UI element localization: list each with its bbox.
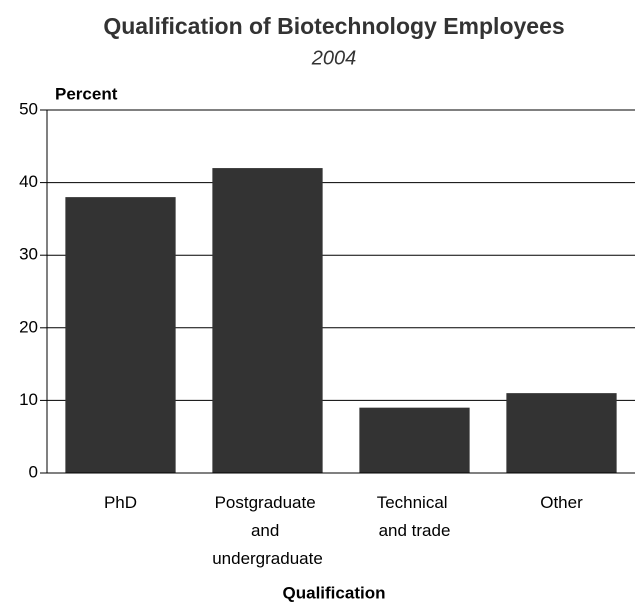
x-axis-label: Qualification (283, 583, 386, 602)
chart-subtitle: 2004 (311, 47, 357, 69)
x-tick-label: Other (540, 493, 583, 512)
bar (65, 197, 176, 473)
x-tick-label: Postgraduate and undergraduate (212, 493, 323, 568)
bar (212, 168, 323, 473)
y-tick-label: 50 (19, 99, 38, 118)
x-tick-label: Technical and trade (377, 493, 453, 540)
y-tick-label: 0 (29, 462, 38, 481)
bar (506, 393, 617, 473)
y-tick-label: 40 (19, 172, 38, 191)
y-tick-label: 10 (19, 390, 38, 409)
y-tick-label: 20 (19, 317, 38, 336)
y-axis-label: Percent (55, 84, 118, 103)
y-tick-label: 30 (19, 245, 38, 264)
bar (359, 407, 470, 473)
chart-title: Qualification of Biotechnology Employees (103, 13, 564, 39)
x-tick-label: PhD (104, 493, 137, 512)
